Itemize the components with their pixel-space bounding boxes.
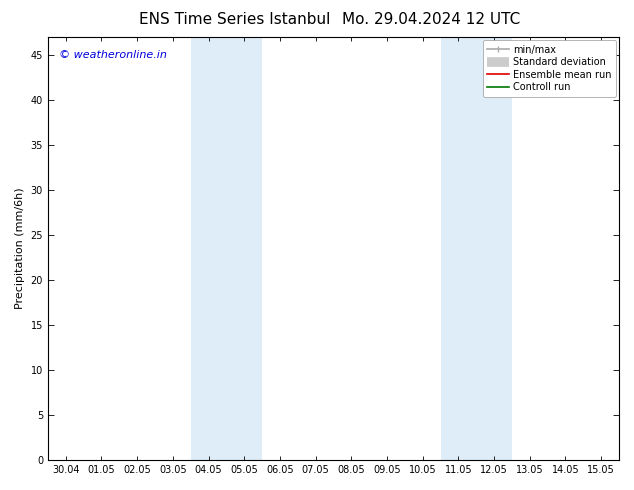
Legend: min/max, Standard deviation, Ensemble mean run, Controll run: min/max, Standard deviation, Ensemble me…: [482, 40, 616, 97]
Bar: [191, 37, 262, 460]
Text: © weatheronline.in: © weatheronline.in: [60, 50, 167, 60]
Text: ENS Time Series Istanbul: ENS Time Series Istanbul: [139, 12, 330, 27]
Bar: [441, 37, 512, 460]
Y-axis label: Precipitation (mm/6h): Precipitation (mm/6h): [15, 188, 25, 309]
Text: Mo. 29.04.2024 12 UTC: Mo. 29.04.2024 12 UTC: [342, 12, 521, 27]
